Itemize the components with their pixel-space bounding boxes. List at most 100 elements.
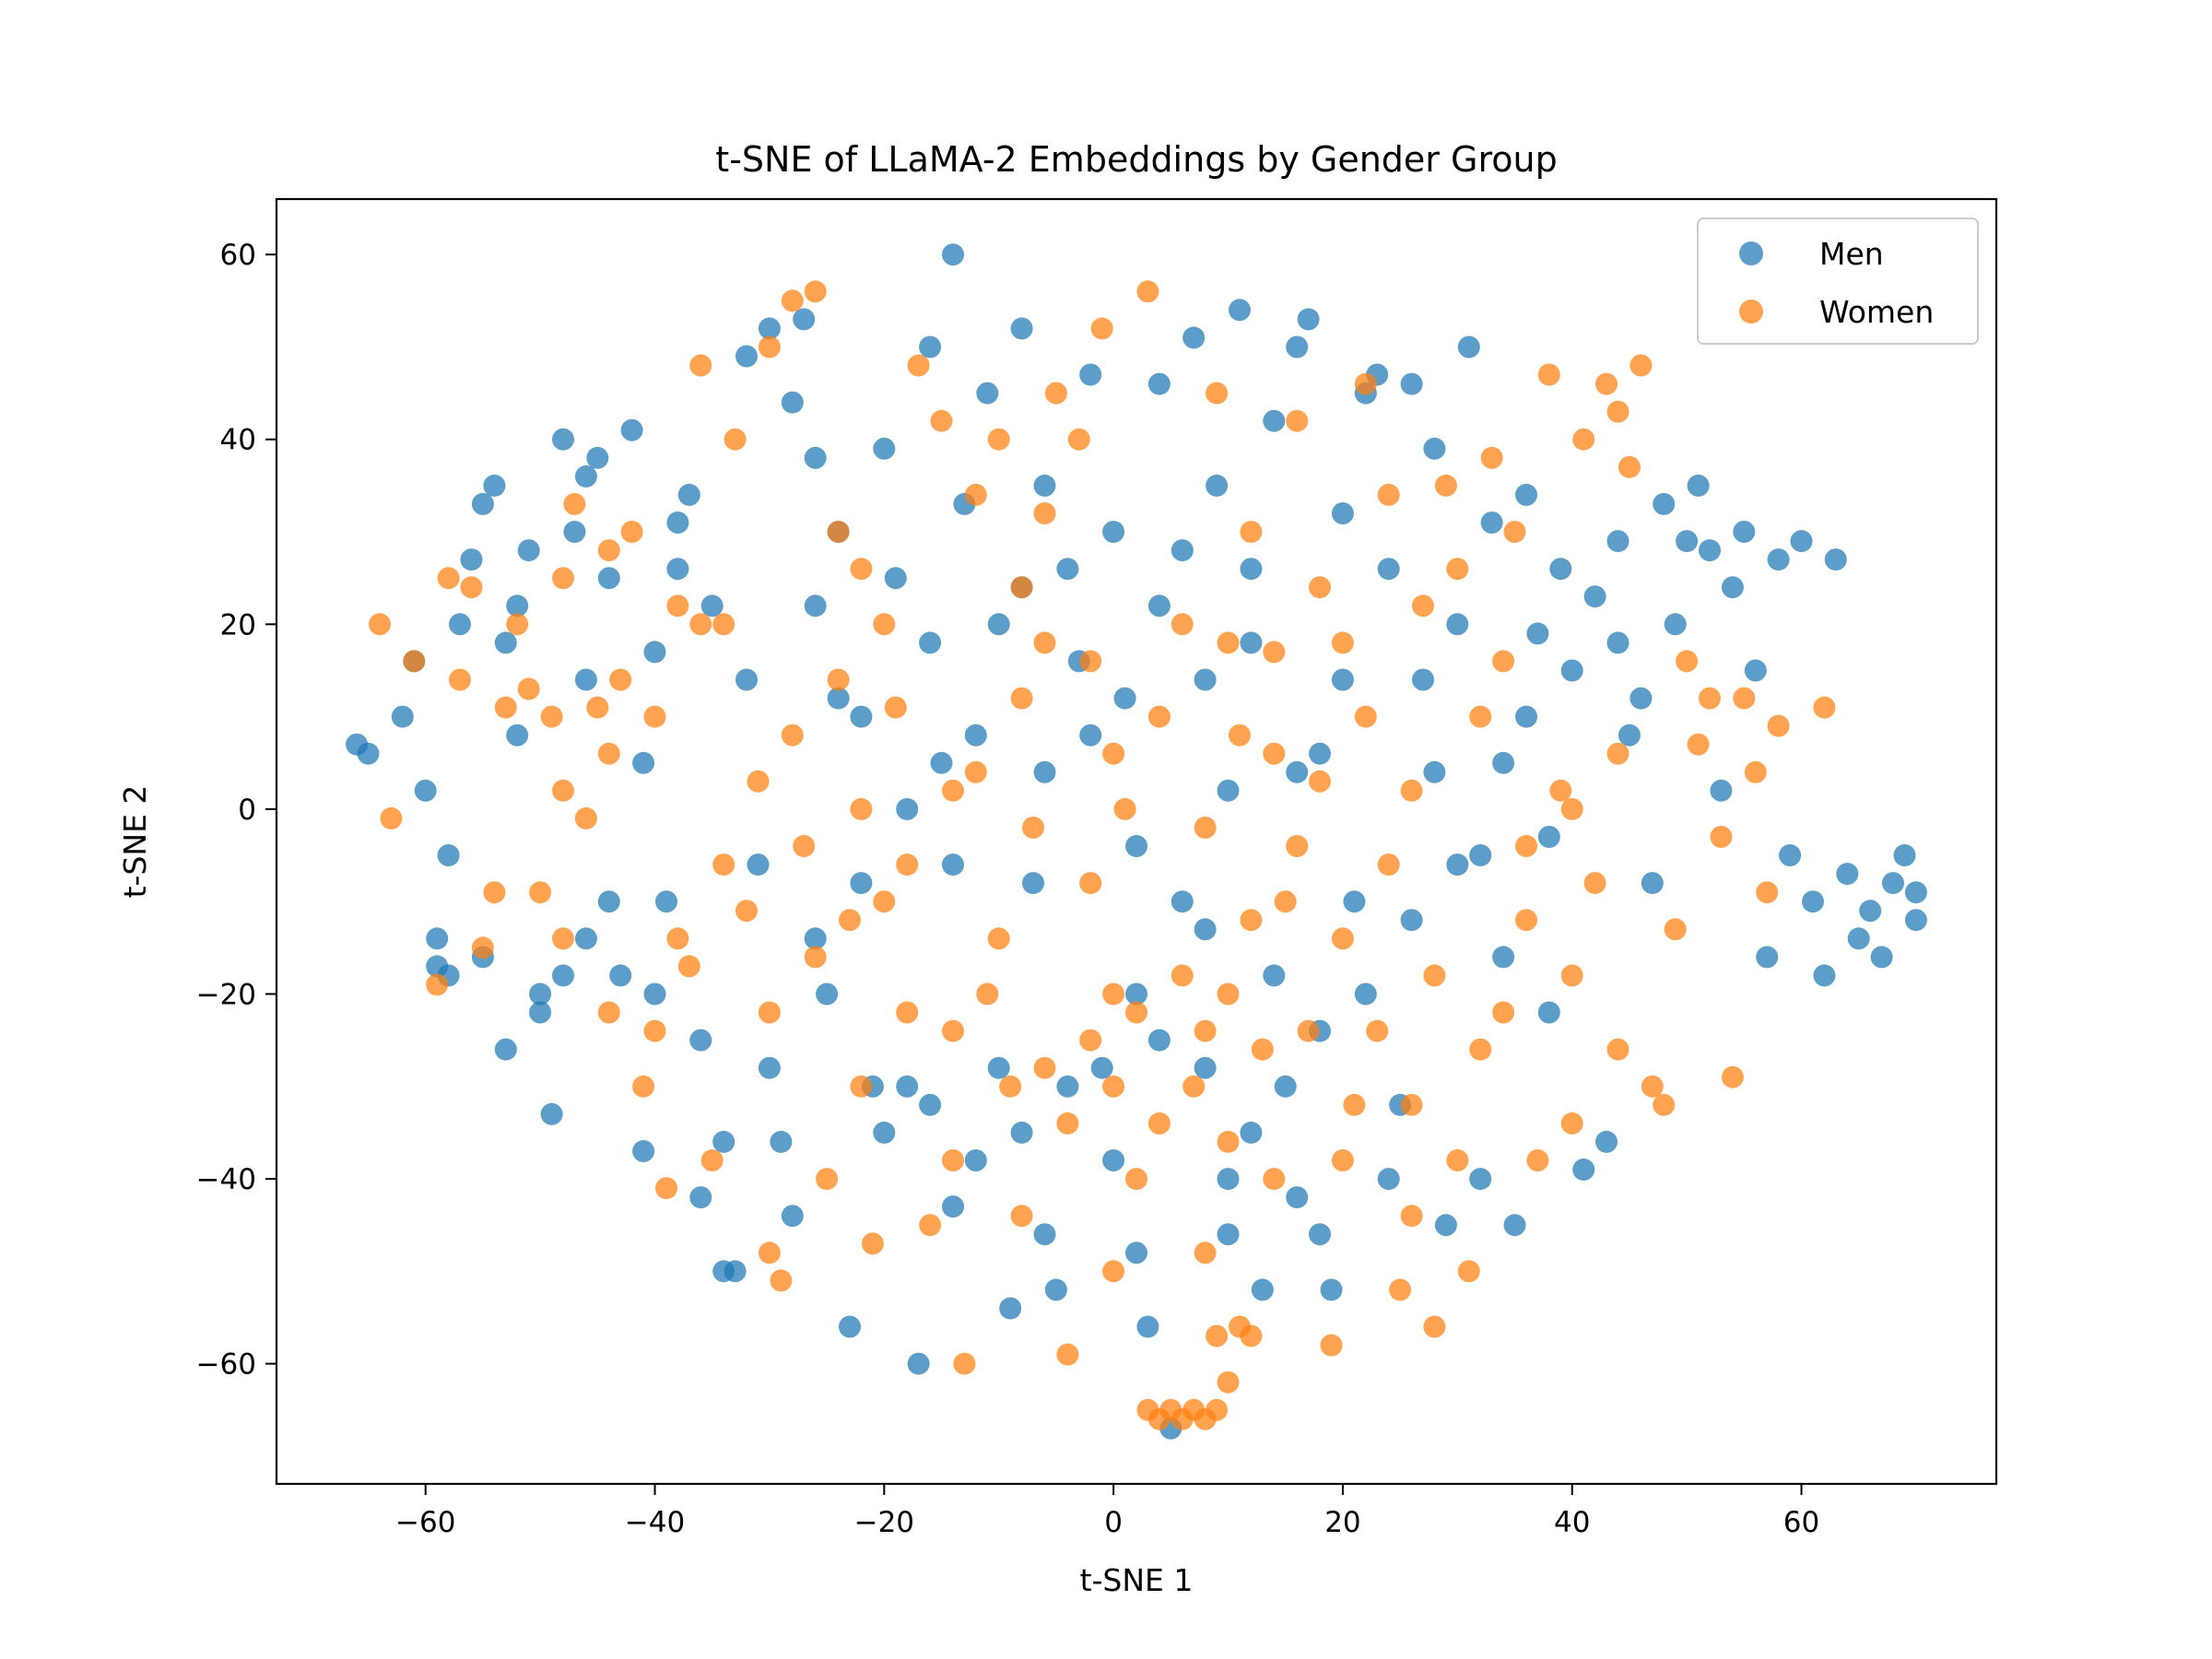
point-men-170 [506, 594, 529, 618]
point-women-10 [506, 613, 529, 636]
point-women-75 [1206, 1324, 1229, 1347]
point-men-156 [1125, 835, 1147, 857]
point-men-88 [1331, 502, 1354, 524]
point-women-58 [1044, 382, 1067, 405]
point-men-12 [494, 631, 517, 654]
point-women-128 [1744, 760, 1767, 783]
point-women-28 [712, 613, 735, 636]
point-men-47 [873, 437, 896, 460]
point-women-170 [1423, 964, 1446, 987]
point-men-9 [460, 548, 483, 571]
point-women-83 [1229, 724, 1251, 747]
point-women-12 [529, 881, 552, 904]
point-women-23 [655, 1177, 677, 1200]
point-women-96 [1377, 483, 1400, 506]
point-men-126 [1767, 548, 1790, 571]
point-men-188 [712, 1130, 735, 1153]
point-men-59 [999, 1297, 1022, 1320]
legend-label-men: Men [1819, 236, 1884, 272]
point-men-76 [1194, 918, 1217, 941]
point-men-103 [1503, 1214, 1526, 1237]
series-men [346, 243, 1927, 1440]
point-men-74 [1171, 539, 1194, 562]
point-men-186 [529, 982, 552, 1006]
point-men-187 [574, 927, 597, 950]
point-men-17 [540, 1102, 563, 1125]
point-women-165 [1033, 631, 1056, 654]
point-women-25 [677, 955, 700, 978]
x-tick-label: 60 [1783, 1506, 1819, 1539]
point-women-22 [643, 1019, 666, 1042]
point-women-108 [1515, 909, 1537, 932]
point-women-133 [1056, 1112, 1079, 1135]
point-men-98 [1446, 613, 1469, 636]
point-women-175 [781, 724, 804, 747]
point-men-119 [1687, 474, 1710, 497]
x-tick-label: 0 [1104, 1506, 1123, 1539]
x-axis: −60 −40 −20 0 20 40 60 [395, 1484, 1819, 1539]
point-women-136 [1125, 1001, 1147, 1024]
y-tick-label: −60 [196, 1348, 256, 1382]
point-women-176 [827, 668, 850, 691]
point-women-163 [1606, 742, 1630, 765]
point-men-196 [1079, 724, 1102, 747]
point-women-38 [816, 1168, 839, 1191]
point-women-180 [597, 742, 620, 765]
point-men-99 [1457, 335, 1480, 359]
point-men-138 [1904, 909, 1927, 932]
point-women-143 [942, 1019, 964, 1042]
point-men-53 [942, 243, 964, 266]
point-men-21 [586, 446, 609, 469]
point-women-100 [1423, 1315, 1446, 1338]
point-women-174 [1606, 1038, 1630, 1061]
point-men-51 [919, 335, 942, 359]
point-men-199 [942, 853, 964, 877]
point-women-97 [1389, 1278, 1412, 1301]
point-women-7 [471, 936, 494, 959]
point-men-37 [758, 317, 781, 340]
point-men-35 [735, 345, 758, 368]
point-women-104 [1469, 705, 1492, 728]
point-women-164 [964, 760, 987, 783]
x-tick-label: −60 [395, 1506, 455, 1539]
point-women-64 [1113, 797, 1136, 820]
point-men-131 [1824, 548, 1847, 571]
point-women-162 [1560, 797, 1583, 820]
point-men-97 [1434, 1214, 1457, 1237]
point-men-144 [1056, 1075, 1079, 1098]
point-men-194 [1377, 1168, 1400, 1191]
point-women-127 [1733, 687, 1756, 710]
point-women-3 [426, 973, 449, 996]
point-men-147 [1194, 1056, 1217, 1079]
point-women-166 [1102, 742, 1125, 765]
point-men-151 [804, 927, 827, 950]
point-women-141 [1240, 909, 1263, 932]
point-women-18 [597, 539, 620, 562]
point-women-19 [609, 668, 632, 691]
point-women-40 [839, 909, 861, 932]
point-men-172 [666, 558, 689, 581]
point-women-147 [758, 1001, 781, 1024]
point-men-165 [1537, 1001, 1560, 1024]
point-women-179 [643, 705, 666, 728]
point-men-61 [1022, 872, 1044, 895]
point-men-158 [1217, 779, 1240, 802]
point-women-36 [793, 835, 816, 857]
point-women-114 [1583, 872, 1606, 895]
point-women-45 [896, 1001, 919, 1024]
point-men-146 [1147, 1029, 1171, 1052]
point-men-193 [1309, 1223, 1331, 1246]
point-women-122 [1676, 650, 1699, 673]
point-women-110 [1537, 363, 1560, 386]
point-men-130 [1813, 964, 1836, 987]
point-women-101 [1434, 474, 1457, 497]
point-men-28 [655, 890, 677, 913]
point-men-69 [1113, 687, 1136, 710]
y-tick-label: 60 [220, 239, 256, 272]
point-women-57 [1033, 502, 1056, 524]
point-women-172 [1515, 835, 1537, 857]
point-women-21 [632, 1075, 655, 1098]
point-men-198 [1286, 760, 1309, 783]
point-women-59 [1056, 1343, 1079, 1366]
point-women-151 [552, 927, 574, 950]
